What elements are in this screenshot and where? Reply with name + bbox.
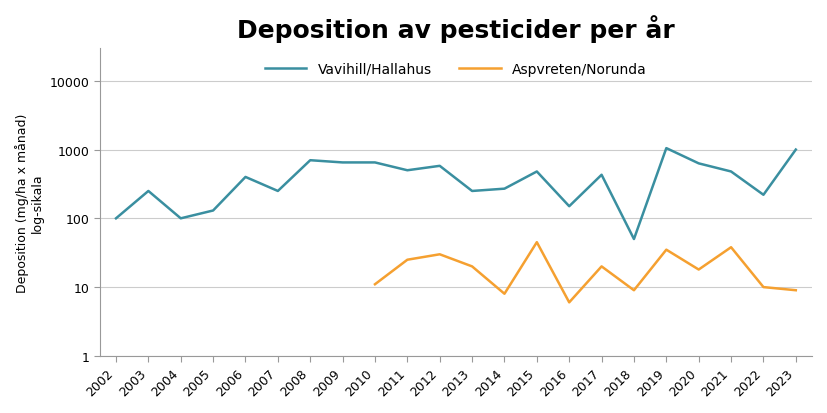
Vavihill/Hallahus <box>208 209 218 214</box>
Vavihill/Hallahus <box>596 173 606 178</box>
Aspvreten/Norunda <box>532 240 542 245</box>
Aspvreten/Norunda <box>467 264 477 269</box>
Title: Deposition av pesticider per år: Deposition av pesticider per år <box>237 15 675 43</box>
Vavihill/Hallahus <box>662 146 672 151</box>
Aspvreten/Norunda <box>564 300 574 305</box>
Aspvreten/Norunda <box>726 245 736 250</box>
Aspvreten/Norunda <box>758 285 768 290</box>
Vavihill/Hallahus <box>564 204 574 209</box>
Vavihill/Hallahus <box>143 189 153 194</box>
Line: Aspvreten/Norunda: Aspvreten/Norunda <box>375 242 796 303</box>
Vavihill/Hallahus <box>273 189 283 194</box>
Aspvreten/Norunda <box>500 292 509 297</box>
Legend: Vavihill/Hallahus, Aspvreten/Norunda: Vavihill/Hallahus, Aspvreten/Norunda <box>258 56 654 83</box>
Vavihill/Hallahus <box>629 237 639 242</box>
Vavihill/Hallahus <box>467 189 477 194</box>
Vavihill/Hallahus <box>305 158 315 163</box>
Y-axis label: Deposition (mg/ha x månad)
log-sikala: Deposition (mg/ha x månad) log-sikala <box>15 113 44 292</box>
Vavihill/Hallahus <box>435 164 445 169</box>
Vavihill/Hallahus <box>111 216 121 221</box>
Aspvreten/Norunda <box>694 267 704 272</box>
Aspvreten/Norunda <box>662 247 672 252</box>
Vavihill/Hallahus <box>337 161 347 166</box>
Vavihill/Hallahus <box>758 193 768 198</box>
Vavihill/Hallahus <box>726 170 736 175</box>
Aspvreten/Norunda <box>791 288 801 293</box>
Vavihill/Hallahus <box>694 161 704 166</box>
Aspvreten/Norunda <box>596 264 606 269</box>
Vavihill/Hallahus <box>370 161 380 166</box>
Aspvreten/Norunda <box>370 282 380 287</box>
Aspvreten/Norunda <box>435 252 445 257</box>
Vavihill/Hallahus <box>241 175 251 180</box>
Vavihill/Hallahus <box>500 187 509 192</box>
Aspvreten/Norunda <box>403 258 413 263</box>
Vavihill/Hallahus <box>403 169 413 173</box>
Aspvreten/Norunda <box>629 288 639 293</box>
Vavihill/Hallahus <box>532 170 542 175</box>
Vavihill/Hallahus <box>176 216 186 221</box>
Vavihill/Hallahus <box>791 148 801 153</box>
Line: Vavihill/Hallahus: Vavihill/Hallahus <box>116 149 796 240</box>
